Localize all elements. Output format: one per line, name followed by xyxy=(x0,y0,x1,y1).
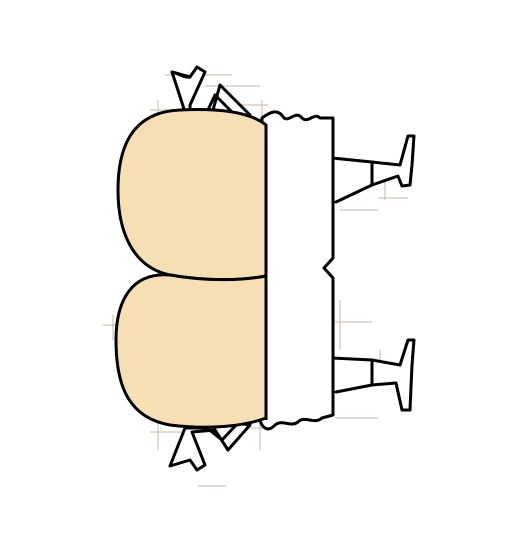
lower-leg-top xyxy=(330,134,416,204)
upper-leg-bottom xyxy=(168,421,252,472)
left-buttock xyxy=(116,108,268,282)
lower-leg-bottom xyxy=(330,338,416,412)
waistband xyxy=(258,110,335,431)
right-buttock xyxy=(114,273,268,429)
